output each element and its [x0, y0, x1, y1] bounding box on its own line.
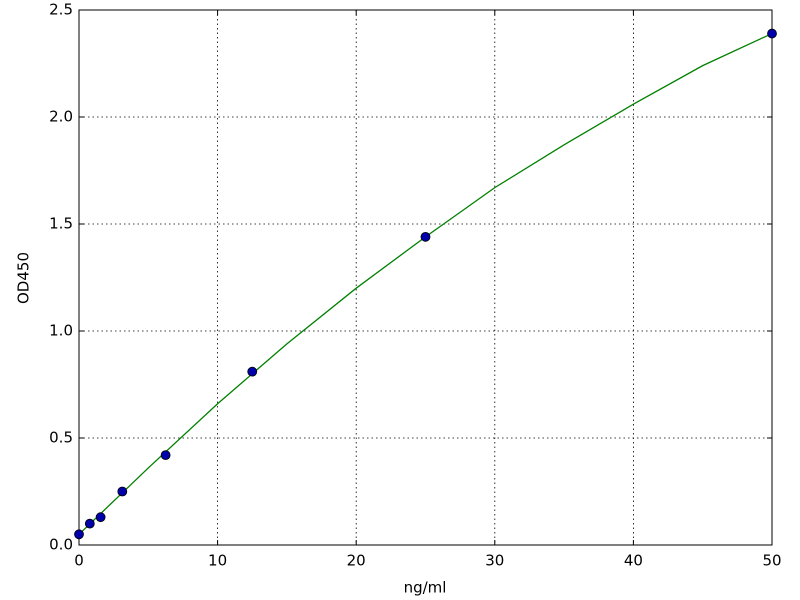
y-tick-label: 1.0	[49, 322, 73, 340]
data-point	[95, 512, 106, 523]
y-tick-label: 0.0	[49, 536, 73, 554]
x-tick-label: 40	[624, 552, 643, 570]
x-tick-label: 50	[762, 552, 781, 570]
data-point	[160, 450, 171, 461]
data-point	[84, 518, 95, 529]
y-tick-label: 2.5	[49, 1, 73, 19]
x-tick-label: 0	[74, 552, 84, 570]
x-tick-label: 30	[485, 552, 504, 570]
data-point	[247, 366, 258, 377]
y-axis-label: OD450	[15, 252, 33, 304]
x-tick-label: 20	[347, 552, 366, 570]
data-point	[74, 529, 84, 540]
data-point	[767, 28, 777, 39]
y-tick-label: 1.5	[49, 215, 73, 233]
x-axis-label: ng/ml	[404, 579, 447, 597]
plot-frame	[78, 9, 773, 546]
fit-curve	[78, 32, 773, 535]
y-tick-label: 2.0	[49, 108, 73, 126]
data-point	[117, 486, 128, 497]
x-tick-label: 10	[208, 552, 227, 570]
y-tick-label: 0.5	[49, 429, 73, 447]
data-point	[420, 231, 431, 242]
